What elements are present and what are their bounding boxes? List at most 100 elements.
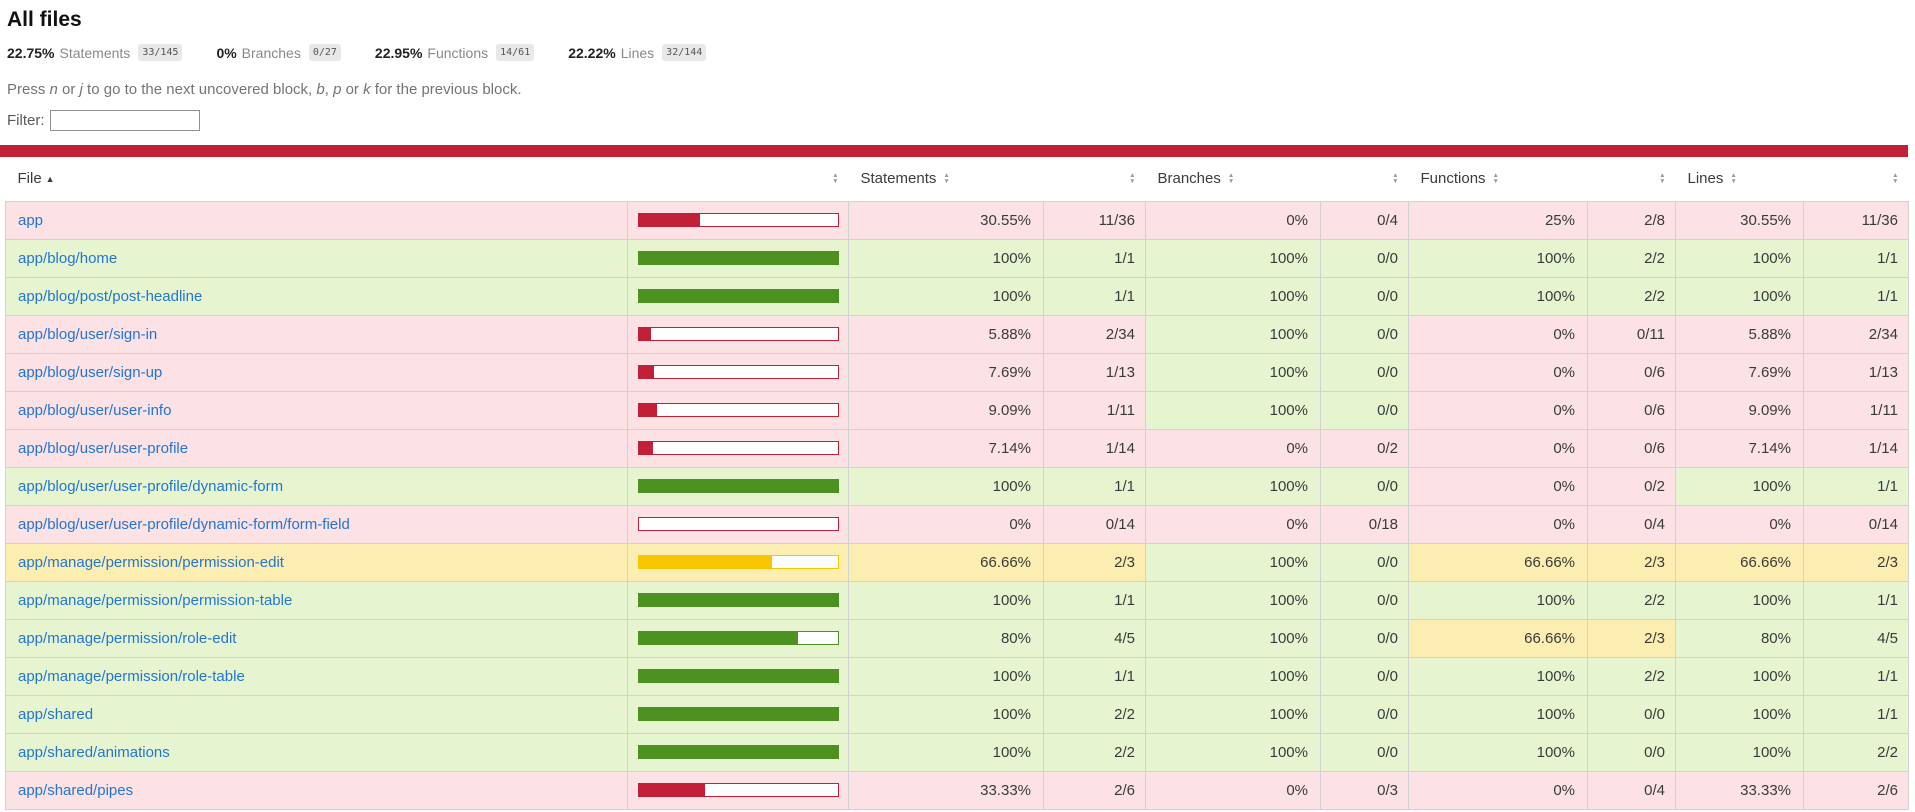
- statements-percentage-cell: 100%: [848, 276, 1044, 316]
- lines-fraction-cell: 1/1: [1803, 656, 1909, 696]
- file-link[interactable]: app/blog/post/post-headline: [18, 287, 203, 305]
- file-cell: app/manage/permission/permission-table: [5, 580, 628, 620]
- file-link[interactable]: app/manage/permission/permission-edit: [18, 553, 284, 571]
- file-link[interactable]: app/blog/user/sign-in: [18, 325, 158, 343]
- functions-fraction-cell: 0/6: [1587, 352, 1676, 392]
- branches-percentage-cell: 0%: [1145, 200, 1321, 240]
- table-row: app/blog/user/user-profile/dynamic-form/…: [5, 504, 1909, 544]
- branches-fraction-cell: 0/0: [1320, 656, 1409, 696]
- lines-percentage-cell: 7.69%: [1675, 352, 1804, 392]
- functions-fraction-cell: 0/2: [1587, 466, 1676, 506]
- functions-percentage-cell: 0%: [1408, 390, 1588, 430]
- coverage-bar: [638, 707, 839, 721]
- statements-percentage-cell: 100%: [848, 466, 1044, 506]
- metric-percentage: 0%: [216, 44, 237, 61]
- file-cell: app/blog/user/user-profile: [5, 428, 628, 468]
- lines-percentage-cell: 66.66%: [1675, 542, 1804, 582]
- branches-percentage-cell: 100%: [1145, 238, 1321, 278]
- file-link[interactable]: app/blog/user/sign-up: [18, 363, 163, 381]
- table-row: app/shared/pipes 33.33% 2/6 0% 0/3 0% 0/4 33.33…: [5, 770, 1909, 810]
- functions-fraction-cell: 0/4: [1587, 770, 1676, 810]
- table-row: app/blog/user/user-profile/dynamic-form 1…: [5, 466, 1909, 506]
- file-link[interactable]: app/shared: [18, 705, 94, 723]
- functions-fraction-cell: 2/3: [1587, 542, 1676, 582]
- file-link[interactable]: app: [18, 211, 44, 229]
- summary-metric: 22.95% Functions 14/61: [375, 44, 535, 61]
- lines-fraction-cell: 1/13: [1803, 352, 1909, 392]
- file-link[interactable]: app/blog/user/user-profile/dynamic-form/…: [18, 515, 350, 533]
- metric-fraction-badge: 33/145: [138, 44, 183, 61]
- branches-percentage-cell: 0%: [1145, 770, 1321, 810]
- table-header-row: File ▲ ▲ ▼ Statements ▲ ▼ ▲ ▼ Branches ▲ ▼ ▲ ▼: [5, 157, 1909, 201]
- lines-fraction-cell: 2/34: [1803, 314, 1909, 354]
- lines-percentage-cell: 100%: [1675, 276, 1804, 316]
- coverage-bar-cell: [627, 276, 849, 316]
- statements-fraction-cell: 2/6: [1043, 770, 1146, 810]
- table-row: app/shared 100% 2/2 100% 0/0 100% 0/0 100% 1/1: [5, 694, 1909, 734]
- column-header-branches-fraction[interactable]: ▲ ▼: [1320, 157, 1409, 201]
- lines-fraction-cell: 1/14: [1803, 428, 1909, 468]
- column-header-functions-fraction[interactable]: ▲ ▼: [1587, 157, 1676, 201]
- column-header-file[interactable]: File ▲: [5, 157, 628, 201]
- lines-fraction-cell: 11/36: [1803, 200, 1909, 240]
- column-header-chart[interactable]: ▲ ▼: [627, 157, 849, 201]
- functions-percentage-cell: 0%: [1408, 314, 1588, 354]
- overall-coverage-status-bar: [0, 145, 1908, 157]
- column-header-functions[interactable]: Functions ▲ ▼: [1408, 157, 1588, 201]
- column-header-branches[interactable]: Branches ▲ ▼: [1145, 157, 1321, 201]
- functions-percentage-cell: 0%: [1408, 428, 1588, 468]
- coverage-bar-cell: [627, 770, 849, 810]
- lines-fraction-cell: 2/3: [1803, 542, 1909, 582]
- coverage-bar: [638, 555, 839, 569]
- sort-icon: ▲ ▼: [1892, 172, 1899, 186]
- statements-percentage-cell: 0%: [848, 504, 1044, 544]
- metric-fraction-badge: 0/27: [308, 44, 341, 61]
- coverage-bar-cell: [627, 656, 849, 696]
- shortcut-key: p: [333, 81, 342, 98]
- file-link[interactable]: app/blog/home: [18, 249, 118, 267]
- statements-fraction-cell: 2/2: [1043, 732, 1146, 772]
- table-row: app/blog/user/user-profile 7.14% 1/14 0% 0/2…: [5, 428, 1909, 468]
- metric-label: Functions: [427, 44, 489, 61]
- coverage-bar-fill: [639, 480, 838, 492]
- coverage-bar-fill: [639, 328, 651, 340]
- branches-percentage-cell: 100%: [1145, 694, 1321, 734]
- column-header-lines[interactable]: Lines ▲ ▼: [1675, 157, 1804, 201]
- file-link[interactable]: app/blog/user/user-profile/dynamic-form: [18, 477, 284, 495]
- coverage-bar-fill: [639, 404, 658, 416]
- column-header-statements[interactable]: Statements ▲ ▼: [848, 157, 1044, 201]
- sort-icon: ▲ ▼: [943, 172, 950, 186]
- coverage-bar: [638, 289, 839, 303]
- file-link[interactable]: app/manage/permission/role-table: [18, 667, 245, 685]
- lines-percentage-cell: 100%: [1675, 694, 1804, 734]
- branches-percentage-cell: 100%: [1145, 466, 1321, 506]
- coverage-bar-fill: [639, 746, 838, 758]
- file-cell: app/blog/user/user-profile/dynamic-form: [5, 466, 628, 506]
- keyboard-hint: Press n or j to go to the next uncovered…: [7, 81, 1915, 98]
- column-header-statements-fraction[interactable]: ▲ ▼: [1043, 157, 1146, 201]
- coverage-bar-fill: [639, 784, 706, 796]
- coverage-bar-fill: [639, 366, 655, 378]
- lines-fraction-cell: 1/1: [1803, 694, 1909, 734]
- column-header-lines-fraction[interactable]: ▲ ▼: [1803, 157, 1909, 201]
- lines-fraction-cell: 1/1: [1803, 466, 1909, 506]
- file-link[interactable]: app/shared/animations: [18, 743, 170, 761]
- table-row: app/blog/user/sign-up 7.69% 1/13 100% 0/0 0% 0…: [5, 352, 1909, 392]
- coverage-bar-fill: [639, 708, 838, 720]
- functions-fraction-cell: 2/3: [1587, 618, 1676, 658]
- lines-percentage-cell: 100%: [1675, 732, 1804, 772]
- filter-input[interactable]: [49, 110, 200, 131]
- file-link[interactable]: app/blog/user/user-info: [18, 401, 172, 419]
- coverage-bar-fill: [639, 632, 799, 644]
- file-link[interactable]: app/manage/permission/role-edit: [18, 629, 237, 647]
- file-link[interactable]: app/blog/user/user-profile: [18, 439, 189, 457]
- file-cell: app/manage/permission/permission-edit: [5, 542, 628, 582]
- file-cell: app: [5, 200, 628, 240]
- coverage-bar-fill: [639, 290, 838, 302]
- statements-fraction-cell: 11/36: [1043, 200, 1146, 240]
- lines-fraction-cell: 0/14: [1803, 504, 1909, 544]
- lines-percentage-cell: 100%: [1675, 656, 1804, 696]
- file-link[interactable]: app/manage/permission/permission-table: [18, 591, 293, 609]
- file-link[interactable]: app/shared/pipes: [18, 781, 134, 799]
- lines-percentage-cell: 100%: [1675, 238, 1804, 278]
